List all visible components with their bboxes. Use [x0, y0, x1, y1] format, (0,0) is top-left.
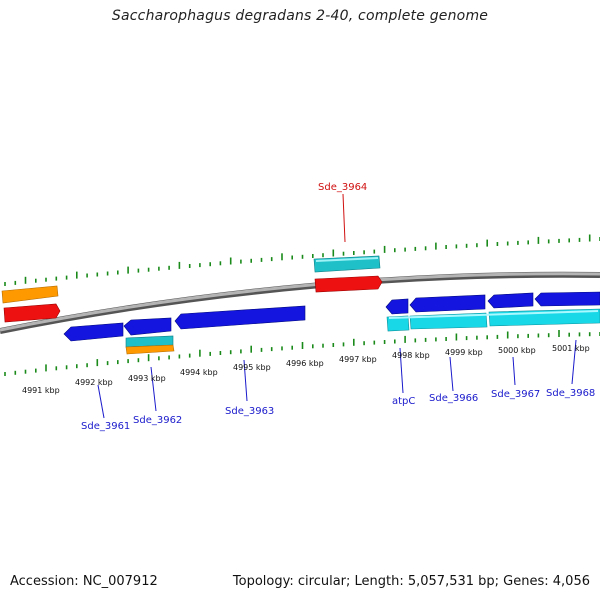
leader-sde3963 — [243, 359, 248, 402]
feature-orange-left[interactable] — [1, 285, 59, 304]
gene-arrow-sde3961[interactable] — [63, 322, 124, 342]
upper-scale-ticks — [4, 234, 600, 286]
lower-scale-ticks — [4, 330, 600, 376]
kbp-label: 4992 kbp — [75, 378, 113, 387]
leader-sde3967 — [512, 356, 516, 386]
gene-label-sde3964[interactable]: Sde_3964 — [318, 182, 367, 193]
feature-teal-sde3964-highlight — [315, 257, 379, 262]
kbp-label: 4999 kbp — [445, 348, 483, 357]
genome-backbone-highlight — [0, 272, 600, 332]
accession-label: Accession: NC_007912 — [10, 574, 158, 589]
gene-label-sde3967[interactable]: Sde_3967 — [491, 389, 540, 400]
kbp-label: 5001 kbp — [552, 344, 590, 353]
genome-summary-label: Topology: circular; Length: 5,057,531 bp… — [232, 574, 590, 589]
gene-arrow-sde3967[interactable] — [487, 292, 534, 309]
feature-orange-sde3962[interactable] — [125, 344, 175, 355]
leader-sde3968 — [571, 339, 577, 385]
gene-label-sde3963[interactable]: Sde_3963 — [225, 406, 274, 417]
leader-sde3966 — [449, 356, 454, 392]
feature-cyan-atpc[interactable] — [386, 315, 410, 332]
kbp-label: 4997 kbp — [339, 355, 377, 364]
gene-label-atpc[interactable]: atpC — [392, 396, 415, 407]
kbp-label: 4994 kbp — [180, 368, 218, 377]
feature-cyan-highlight — [388, 310, 599, 319]
leader-atpc — [399, 347, 404, 394]
gene-arrow-sde3963[interactable] — [174, 305, 306, 330]
kbp-label: 4991 kbp — [22, 386, 60, 395]
leader-sde3962 — [150, 366, 157, 412]
gene-arrow-sde3964[interactable] — [314, 275, 383, 293]
gene-label-sde3968[interactable]: Sde_3968 — [546, 388, 595, 399]
leader-sde3961 — [97, 384, 105, 419]
gene-label-sde3961[interactable]: Sde_3961 — [81, 421, 130, 432]
gene-arrow-sde3966[interactable] — [409, 294, 486, 313]
gene-arrow-sde3968[interactable] — [534, 291, 600, 307]
kbp-label: 4996 kbp — [286, 359, 324, 368]
genome-title: Saccharophagus degradans 2-40, complete … — [111, 8, 489, 24]
leader-sde3964 — [342, 193, 346, 243]
gene-label-sde3966[interactable]: Sde_3966 — [429, 393, 478, 404]
kbp-label: 4998 kbp — [392, 351, 430, 360]
kbp-label: 4995 kbp — [233, 363, 271, 372]
gene-arrow-sde3962[interactable] — [123, 317, 172, 336]
kbp-label: 4993 kbp — [128, 374, 166, 383]
gene-arrow-atpc[interactable] — [385, 298, 409, 315]
kbp-label: 5000 kbp — [498, 346, 536, 355]
feature-red-left[interactable] — [3, 303, 61, 323]
gene-label-sde3962[interactable]: Sde_3962 — [133, 415, 182, 426]
